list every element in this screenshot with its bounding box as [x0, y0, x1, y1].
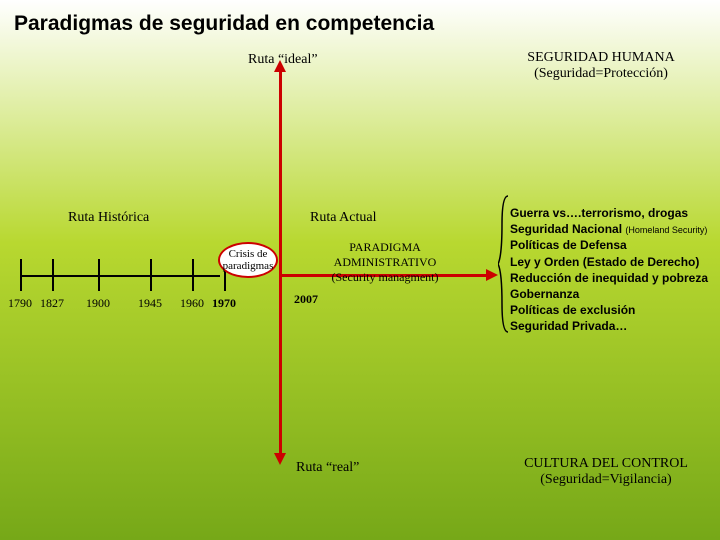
timeline-tick-label: 1970	[212, 296, 236, 311]
list-item: Guerra vs….terrorismo, drogas	[510, 205, 715, 221]
arrow-ideal-head	[274, 60, 286, 72]
label-ruta-actual: Ruta Actual	[310, 210, 377, 226]
list-item: Políticas de exclusión	[510, 302, 715, 318]
crisis-line2: paradigmas	[220, 260, 276, 272]
brace-icon	[498, 194, 512, 334]
cultura-line2: (Seguridad=Vigilancia)	[540, 472, 671, 487]
list-item: Gobernanza	[510, 286, 715, 302]
list-item: Seguridad Privada…	[510, 318, 715, 334]
paradigma-line1: PARADIGMA	[349, 240, 421, 254]
crisis-oval: Crisis de paradigmas	[218, 242, 278, 278]
label-seguridad-humana: SEGURIDAD HUMANA (Seguridad=Protección)	[506, 50, 696, 82]
arrow-real-head	[274, 453, 286, 465]
seguridad-humana-line2: (Seguridad=Protección)	[534, 66, 668, 81]
list-item: Políticas de Defensa	[510, 237, 715, 253]
cultura-line1: CULTURA DEL CONTROL	[524, 456, 688, 471]
page-title: Paradigmas de seguridad en competencia	[14, 12, 434, 36]
paradigma-line3: (Security managment)	[332, 270, 439, 284]
timeline-tick	[150, 259, 152, 291]
timeline-tick	[98, 259, 100, 291]
timeline-tick-label: 1900	[86, 296, 110, 311]
list-item-text: Seguridad Nacional	[510, 222, 625, 236]
label-cultura-control: CULTURA DEL CONTROL (Seguridad=Vigilanci…	[506, 456, 706, 488]
list-item: Reducción de inequidad y pobreza	[510, 270, 715, 286]
label-ruta-historica: Ruta Histórica	[68, 210, 149, 226]
label-ruta-real: Ruta “real”	[296, 460, 359, 476]
timeline-axis	[20, 275, 220, 277]
crisis-line1: Crisis de	[220, 248, 276, 260]
list-item: Seguridad Nacional (Homeland Security)	[510, 221, 715, 237]
paradigma-line2: ADMINISTRATIVO	[334, 255, 437, 269]
list-item-sub: (Homeland Security)	[625, 225, 707, 235]
seguridad-humana-line1: SEGURIDAD HUMANA	[527, 50, 674, 65]
timeline-tick-label: 1945	[138, 296, 162, 311]
paradigm-list: Guerra vs….terrorismo, drogas Seguridad …	[510, 205, 715, 335]
arrow-real-stem	[279, 275, 282, 455]
timeline-tick	[52, 259, 54, 291]
timeline-tick-label: 1960	[180, 296, 204, 311]
timeline-tick-label: 1827	[40, 296, 64, 311]
timeline-tick-label: 1790	[8, 296, 32, 311]
arrow-ideal-stem	[279, 70, 282, 275]
label-2007: 2007	[294, 292, 318, 307]
list-item: Ley y Orden (Estado de Derecho)	[510, 254, 715, 270]
timeline-tick	[20, 259, 22, 291]
timeline-tick	[192, 259, 194, 291]
arrow-actual-head	[486, 269, 498, 281]
label-paradigma: PARADIGMA ADMINISTRATIVO (Security manag…	[300, 240, 470, 285]
